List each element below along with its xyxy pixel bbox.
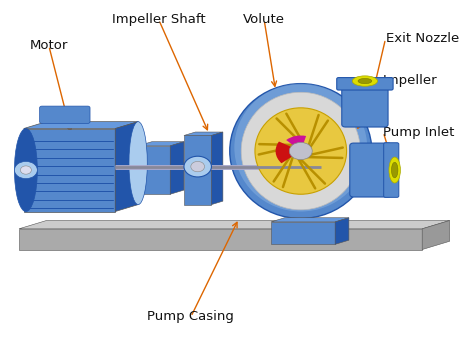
Ellipse shape (392, 162, 398, 178)
Ellipse shape (129, 122, 147, 205)
FancyBboxPatch shape (383, 143, 399, 197)
Ellipse shape (358, 78, 372, 84)
Polygon shape (138, 146, 170, 194)
Polygon shape (138, 142, 184, 146)
Circle shape (184, 156, 211, 177)
Polygon shape (19, 229, 422, 249)
Polygon shape (24, 129, 115, 212)
Polygon shape (422, 220, 450, 249)
FancyBboxPatch shape (350, 143, 392, 197)
Polygon shape (184, 132, 223, 135)
Circle shape (20, 166, 31, 174)
Polygon shape (19, 220, 450, 229)
Text: Exit Nozzle: Exit Nozzle (385, 32, 459, 45)
Text: Motor: Motor (29, 39, 68, 52)
Polygon shape (335, 218, 349, 244)
Circle shape (191, 161, 205, 172)
Wedge shape (275, 142, 301, 163)
Ellipse shape (389, 157, 401, 183)
FancyBboxPatch shape (40, 106, 90, 124)
Wedge shape (286, 135, 306, 151)
Polygon shape (24, 122, 138, 129)
Ellipse shape (230, 84, 372, 218)
Polygon shape (115, 122, 138, 212)
Circle shape (14, 161, 37, 179)
Ellipse shape (14, 129, 37, 212)
Ellipse shape (255, 108, 346, 194)
Ellipse shape (352, 76, 377, 86)
Text: Pump Casing: Pump Casing (147, 311, 234, 323)
Ellipse shape (241, 92, 360, 210)
Ellipse shape (234, 84, 367, 212)
Text: Pump Inlet: Pump Inlet (383, 126, 455, 138)
Polygon shape (170, 142, 184, 194)
Circle shape (289, 142, 312, 160)
Polygon shape (271, 222, 335, 244)
FancyBboxPatch shape (337, 78, 393, 90)
Text: Volute: Volute (243, 13, 285, 26)
Text: Impeller: Impeller (383, 74, 438, 87)
Polygon shape (184, 135, 211, 205)
Polygon shape (271, 218, 349, 222)
Text: Impeller Shaft: Impeller Shaft (112, 13, 206, 26)
FancyBboxPatch shape (342, 82, 388, 127)
Polygon shape (211, 132, 223, 205)
